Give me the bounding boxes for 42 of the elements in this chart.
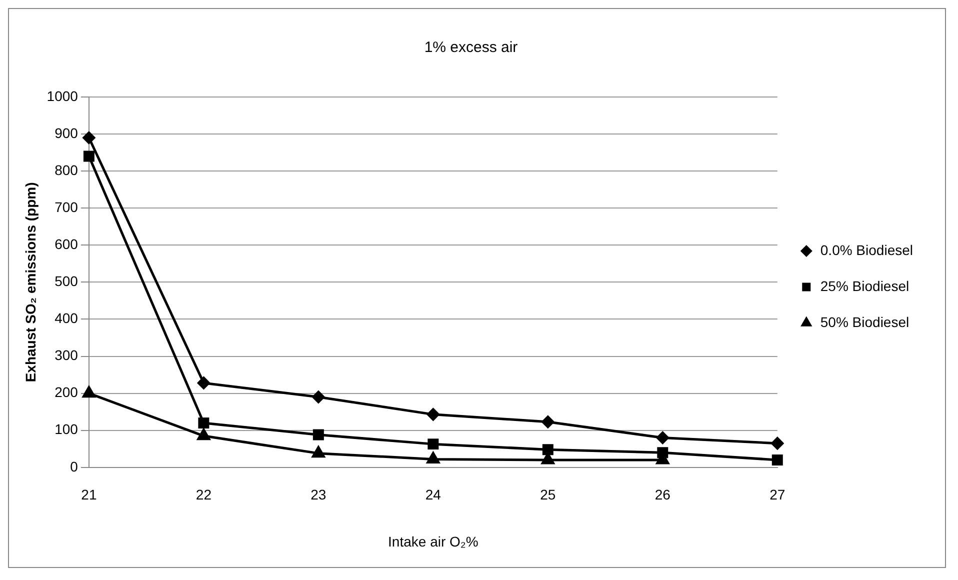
point [772, 454, 783, 466]
point [657, 447, 668, 458]
y-axis-title: Exhaust SO₂ emissions (ppm) [22, 182, 38, 382]
point [82, 386, 96, 398]
point [312, 429, 324, 440]
y-tick-label: 600 [54, 236, 78, 252]
point [312, 446, 325, 458]
x-tick-label: 22 [196, 486, 212, 503]
chart-title: 1% excess air [424, 39, 518, 56]
legend-label: 25% Biodiesel [820, 278, 910, 294]
x-tick-label: 25 [540, 486, 556, 503]
x-tick-label: 23 [310, 486, 326, 503]
x-tick-label: 26 [654, 486, 671, 503]
point [656, 432, 669, 444]
x-axis-title: Intake air O₂% [388, 533, 478, 550]
point [198, 417, 210, 428]
x-tick-label: 21 [81, 486, 97, 503]
point [428, 438, 439, 450]
point [197, 428, 210, 440]
point [82, 131, 96, 144]
point [426, 452, 440, 464]
y-tick-label: 1000 [46, 88, 78, 104]
x-tick-label: 24 [425, 486, 442, 503]
y-tick-label: 900 [54, 124, 78, 141]
legend-label: 0.0% Biodiesel [820, 242, 914, 258]
point [83, 150, 94, 162]
y-tick-label: 700 [54, 198, 78, 215]
x-tick-label: 27 [770, 486, 786, 503]
y-tick-label: 100 [54, 421, 78, 438]
y-tick-label: 0 [70, 458, 78, 474]
point [542, 416, 554, 428]
y-tick-label: 400 [54, 310, 78, 326]
y-tick-label: 200 [54, 384, 78, 400]
point [312, 390, 325, 404]
y-tick-label: 800 [54, 162, 78, 178]
legend-label: 50% Biodiesel [820, 314, 910, 330]
y-tick-label: 500 [54, 273, 78, 290]
point [426, 408, 440, 421]
point [542, 444, 554, 456]
point [197, 376, 210, 390]
y-tick-label: 300 [54, 347, 78, 364]
point [771, 437, 784, 450]
